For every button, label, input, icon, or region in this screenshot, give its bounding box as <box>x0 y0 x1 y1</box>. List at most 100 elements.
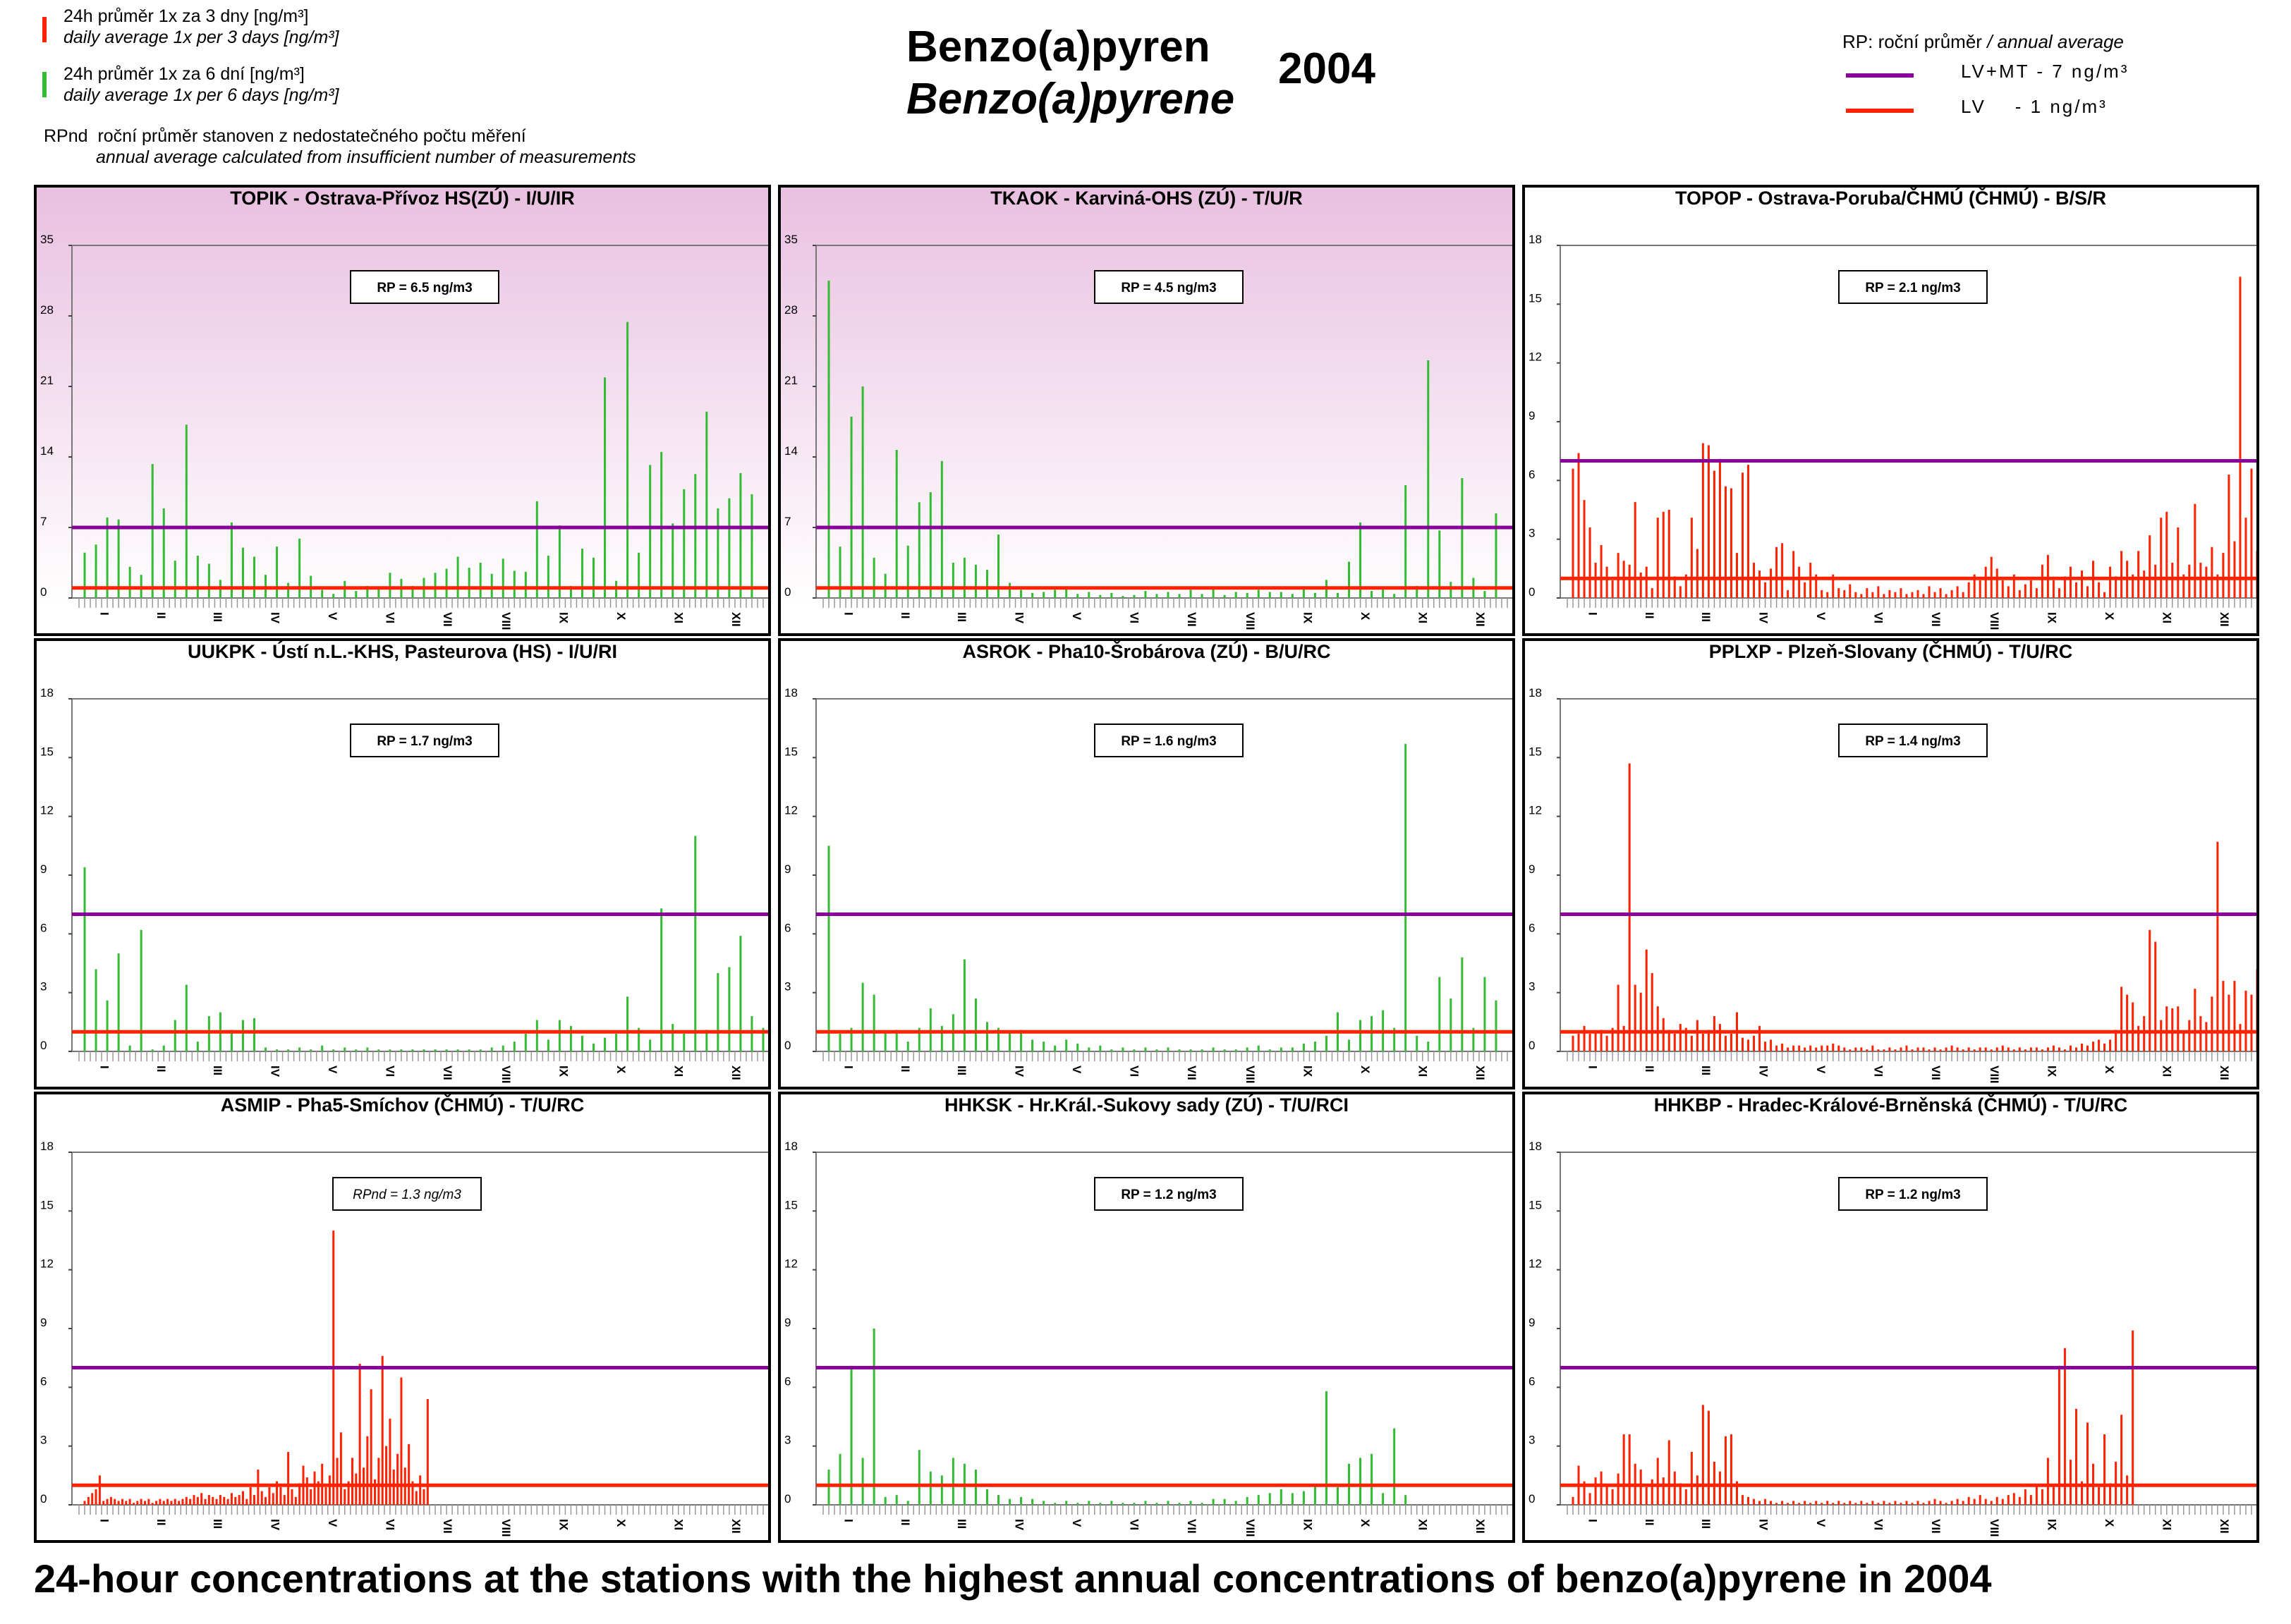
x-month-label: III <box>211 1066 224 1075</box>
y-tick-label: 6 <box>1529 1374 1535 1388</box>
chart-svg: UUKPK - Ústí n.L.-KHS, Pasteurova (HS) -… <box>40 641 768 1084</box>
chart-panel: ASROK - Pha10-Šrobárova (ZÚ) - B/U/RC 0 3 6… <box>778 638 1515 1089</box>
x-month-label: II <box>1643 612 1656 618</box>
legend-rpnd-line2: annual average calculated from insuffici… <box>96 147 636 167</box>
x-month-label: XII <box>1473 1519 1487 1534</box>
x-month-label: XI <box>1416 1519 1429 1530</box>
y-tick-label: 18 <box>1529 1140 1542 1153</box>
x-month-label: III <box>1699 1066 1713 1075</box>
annual-average-box <box>1838 724 1988 757</box>
chart-svg: ASMIP - Pha5-Smíchov (ČHMÚ) - T/U/RC 0 3 6 9… <box>40 1094 768 1537</box>
x-month-label: VII <box>1929 612 1943 627</box>
x-month-label: XI <box>672 612 685 623</box>
y-tick-label: 6 <box>40 1374 47 1388</box>
x-month-label: II <box>899 1519 912 1525</box>
y-tick-label: 15 <box>1529 291 1542 305</box>
plot-background <box>781 188 1512 606</box>
y-tick-label: 6 <box>784 1374 791 1388</box>
x-month-label: III <box>1699 1519 1713 1529</box>
y-tick-label: 18 <box>784 1140 798 1153</box>
x-month-label: X <box>2103 612 2116 621</box>
x-month-label: XII <box>2218 612 2231 627</box>
y-tick-label: 15 <box>784 745 798 758</box>
x-month-label: III <box>955 612 968 622</box>
y-tick-label: 0 <box>1529 1492 1535 1506</box>
x-month-label: VIII <box>499 1066 513 1084</box>
y-tick-label: 18 <box>40 1140 54 1153</box>
x-month-label: XII <box>1473 1066 1487 1080</box>
x-month-label: VI <box>384 1066 397 1077</box>
x-month-label: V <box>1814 1519 1828 1527</box>
plot-frame <box>71 245 768 599</box>
legend-green-line2: daily average 1x per 6 days [ng/m³] <box>63 85 339 105</box>
x-month-label: IV <box>1013 612 1026 624</box>
x-month-label: IX <box>2045 1519 2058 1531</box>
x-month-label: VII <box>1185 1519 1198 1534</box>
x-month-label: IX <box>2045 612 2058 624</box>
x-month-label: IX <box>557 1519 570 1531</box>
x-month-label: V <box>1070 1066 1083 1074</box>
bottom-caption: 24-hour concentrations at the stations w… <box>34 1556 1992 1601</box>
chart-title: HHKBP - Hradec-Králové-Brněnská (ČHMÚ) -… <box>1654 1094 2128 1116</box>
chart-panel: TOPOP - Ostrava-Poruba/ČHMÚ (ČHMÚ) - B/S… <box>1522 185 2259 636</box>
x-month-label: IX <box>557 1066 570 1077</box>
y-tick-label: 12 <box>40 804 54 817</box>
plot-background <box>37 188 768 606</box>
x-month-label: VI <box>384 612 397 623</box>
annual-average-label: RP = 1.7 ng/m3 <box>377 734 472 749</box>
y-tick-label: 3 <box>1529 527 1535 540</box>
y-tick-label: 21 <box>40 374 54 387</box>
y-tick-label: 0 <box>40 585 47 599</box>
legend-red-line2: daily average 1x per 3 days [ng/m³] <box>63 28 339 47</box>
y-tick-label: 12 <box>784 1257 798 1271</box>
x-month-label: VI <box>1128 1519 1141 1530</box>
x-month-label: V <box>1814 612 1828 621</box>
y-tick-label: 14 <box>784 444 798 458</box>
chart-svg: PPLXP - Plzeň-Slovany (ČHMÚ) - T/U/RC 0 3 6… <box>1529 641 2256 1084</box>
chart-panel: UUKPK - Ústí n.L.-KHS, Pasteurova (HS) -… <box>34 638 771 1089</box>
annual-average-label: RPnd = 1.3 ng/m3 <box>353 1188 461 1202</box>
x-month-label: VI <box>1872 1066 1885 1077</box>
y-tick-label: 12 <box>1529 804 1542 817</box>
y-tick-label: 9 <box>784 1316 791 1329</box>
annual-average-box <box>1094 1177 1244 1211</box>
x-day-ticks <box>822 1505 1508 1515</box>
y-tick-label: 3 <box>1529 1434 1535 1447</box>
chart-title: ASMIP - Pha5-Smíchov (ČHMÚ) - T/U/RC <box>221 1094 585 1116</box>
legend-red-limit-line <box>1846 109 1914 113</box>
x-month-label: XI <box>2160 1519 2173 1530</box>
x-month-label: III <box>955 1066 968 1075</box>
y-tick-label: 18 <box>784 686 798 700</box>
y-tick-label: 15 <box>40 1198 54 1211</box>
y-tick-label: 18 <box>1529 686 1542 700</box>
x-month-label: IV <box>269 612 282 624</box>
y-tick-label: 21 <box>784 374 798 387</box>
chart-title: TOPOP - Ostrava-Poruba/ČHMÚ (ČHMÚ) - B/S… <box>1675 188 2106 209</box>
legend-purple-line <box>1846 73 1914 78</box>
chart-svg: TKAOK - Karviná-OHS (ZÚ) - T/U/R 0 7 14 21 28… <box>781 188 1512 630</box>
x-month-label: IX <box>1301 1519 1314 1531</box>
x-month-label: VII <box>441 1066 454 1080</box>
x-month-label: I <box>842 1066 856 1069</box>
x-month-label: IX <box>1301 1066 1314 1077</box>
title-year: 2004 <box>1278 44 1375 93</box>
x-month-label: X <box>2103 1066 2116 1074</box>
y-tick-label: 3 <box>784 980 791 994</box>
x-month-label: IX <box>557 612 570 624</box>
y-tick-label: 6 <box>40 921 47 934</box>
annual-average-box <box>1094 270 1244 304</box>
chart-title: UUKPK - Ústí n.L.-KHS, Pasteurova (HS) -… <box>188 641 617 662</box>
y-tick-label: 3 <box>1529 980 1535 994</box>
legend-rpnd-label: RPnd <box>44 126 88 146</box>
x-month-label: VIII <box>1988 1519 2001 1537</box>
chart-panel: HHKBP - Hradec-Králové-Brněnská (ČHMÚ) -… <box>1522 1092 2259 1543</box>
legend-right-prefix: RP: roční průměr <box>1842 31 1982 52</box>
x-month-label: VII <box>441 612 454 627</box>
x-month-label: II <box>154 612 168 618</box>
annual-average-box <box>332 1177 482 1211</box>
y-tick-label: 12 <box>784 804 798 817</box>
chart-svg: HHKSK - Hr.Král.-Sukovy sady (ZÚ) - T/U/… <box>784 1094 1512 1537</box>
y-tick-label: 9 <box>1529 862 1535 876</box>
x-month-label: XII <box>729 1519 743 1534</box>
chart-panel: ASMIP - Pha5-Smíchov (ČHMÚ) - T/U/RC 0 3 6 9… <box>34 1092 771 1543</box>
